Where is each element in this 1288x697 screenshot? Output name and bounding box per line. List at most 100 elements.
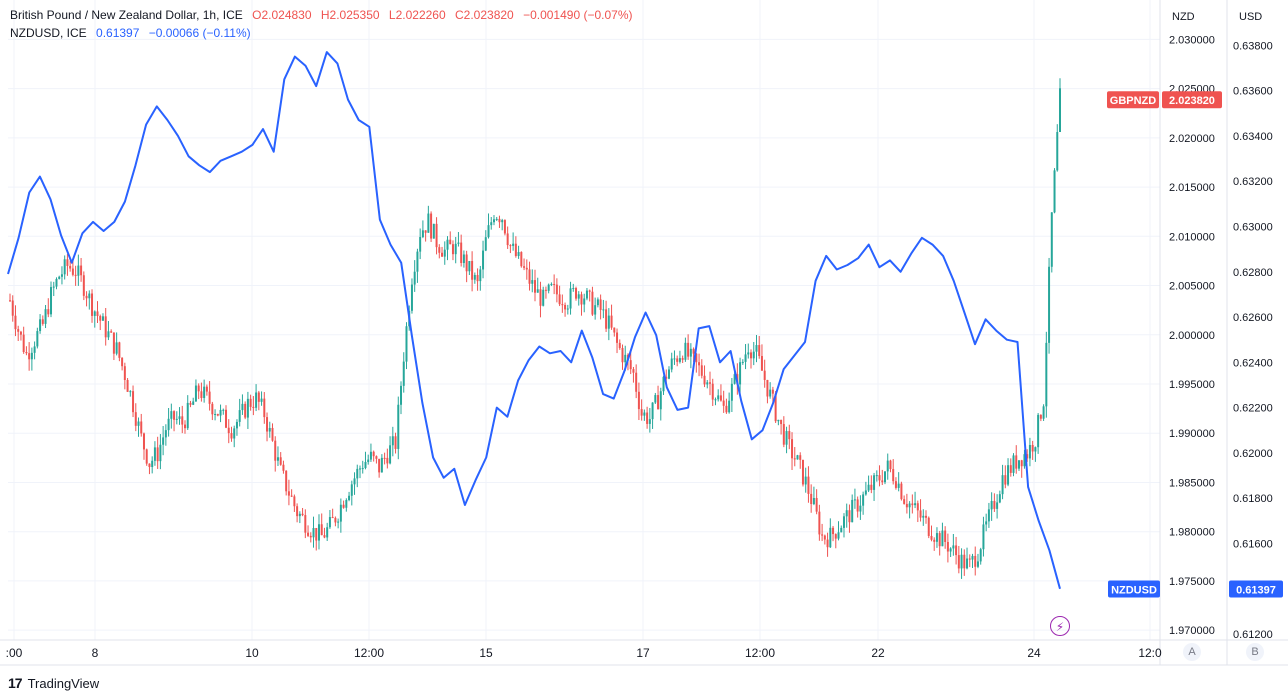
candle-body <box>670 358 673 370</box>
candle-body <box>298 513 301 517</box>
candle-body <box>933 539 936 542</box>
nzd-tick-label: 2.015000 <box>1169 182 1215 194</box>
candle-body <box>369 451 372 460</box>
candle-body <box>495 218 498 220</box>
candle-body <box>944 530 947 542</box>
candle-body <box>769 389 772 397</box>
candle-body <box>886 460 889 472</box>
candle-body <box>167 418 170 431</box>
candle-body <box>785 431 788 445</box>
candle-body <box>832 527 835 535</box>
candle-body <box>367 459 370 462</box>
x-tick-label: 15 <box>479 646 493 660</box>
nzd-tick-label: 1.970000 <box>1169 625 1215 637</box>
candle-body <box>903 499 906 504</box>
candle-body <box>804 476 807 485</box>
candle-body <box>432 223 435 239</box>
candle-body <box>930 535 933 540</box>
candle-body <box>47 309 50 315</box>
candle-body <box>925 515 928 518</box>
candle-body <box>955 545 958 556</box>
candle-body <box>892 469 895 482</box>
candle-body <box>561 304 564 306</box>
candle-body <box>966 558 969 569</box>
candle-body <box>490 222 493 226</box>
candle-body <box>703 375 706 385</box>
candle-body <box>821 534 824 536</box>
lightning-icon[interactable]: ⚡ <box>1050 616 1070 636</box>
candle-body <box>514 243 517 256</box>
candle-body <box>801 459 804 485</box>
x-tick-label: :00 <box>6 646 23 660</box>
candle-body <box>101 316 104 321</box>
x-tick-label: 24 <box>1027 646 1041 660</box>
candle-body <box>580 294 583 305</box>
candle-body <box>416 251 419 272</box>
auto-scale-button[interactable]: A <box>1183 643 1201 661</box>
candle-body <box>156 447 159 462</box>
candle-body <box>585 290 588 299</box>
scale-b-button[interactable]: B <box>1246 643 1264 661</box>
candle-body <box>621 348 624 363</box>
candle-body <box>235 421 238 429</box>
nzdusd-price-label: 0.61397 <box>1236 584 1276 596</box>
nzdusd-series-line <box>7 51 1061 590</box>
candle-body <box>266 417 269 432</box>
candle-body <box>222 409 225 411</box>
candle-body <box>643 412 646 416</box>
candle-body <box>498 218 501 223</box>
candle-body <box>632 369 635 373</box>
candle-body <box>525 267 528 270</box>
candle-body <box>993 500 996 509</box>
candle-body <box>118 342 121 358</box>
candle-body <box>80 265 83 276</box>
candle-body <box>534 280 536 293</box>
candle-body <box>503 220 506 234</box>
candle-body <box>389 445 392 464</box>
candle-body <box>706 382 709 385</box>
candle-body <box>104 316 107 338</box>
candle-body <box>717 395 720 400</box>
candle-body <box>700 365 703 376</box>
candle-body <box>777 419 780 422</box>
gbpnzd-candles <box>9 78 1061 579</box>
candle-body <box>274 440 277 461</box>
main-series-title: British Pound / New Zealand Dollar, 1h, … <box>10 8 243 22</box>
candle-body <box>115 342 118 354</box>
usd-tick-label: 0.61600 <box>1233 539 1273 551</box>
candle-body <box>657 395 660 410</box>
candle-body <box>430 213 433 239</box>
candle-body <box>900 483 903 500</box>
candle-body <box>730 383 733 401</box>
main-series-legend[interactable]: British Pound / New Zealand Dollar, 1h, … <box>10 8 638 22</box>
candle-body <box>427 213 430 233</box>
candle-body <box>479 269 482 282</box>
candle-body <box>506 233 509 246</box>
candle-body <box>473 274 476 280</box>
candle-body <box>142 433 145 450</box>
candle-body <box>227 427 230 434</box>
candle-body <box>454 243 457 255</box>
usd-tick-label: 0.63600 <box>1233 86 1273 98</box>
nzd-tick-label: 1.980000 <box>1169 527 1215 539</box>
candle-body <box>348 495 351 501</box>
candle-body <box>375 456 378 459</box>
candle-body <box>555 284 558 295</box>
candle-body <box>189 402 192 405</box>
compare-series-legend[interactable]: NZDUSD, ICE 0.61397 −0.00066 (−0.11%) <box>10 26 257 40</box>
candle-body <box>938 533 941 547</box>
usd-tick-label: 0.62000 <box>1233 448 1273 460</box>
candle-body <box>293 496 296 507</box>
candle-body <box>110 331 113 333</box>
candle-body <box>681 358 684 360</box>
grid-lines <box>8 0 1160 640</box>
candle-body <box>946 541 949 552</box>
candle-body <box>129 391 132 393</box>
candle-body <box>28 353 31 360</box>
nzd-tick-label: 2.030000 <box>1169 34 1215 46</box>
candle-body <box>60 274 63 277</box>
candle-body <box>528 269 531 284</box>
candle-body <box>566 308 569 310</box>
candle-body <box>834 534 837 539</box>
